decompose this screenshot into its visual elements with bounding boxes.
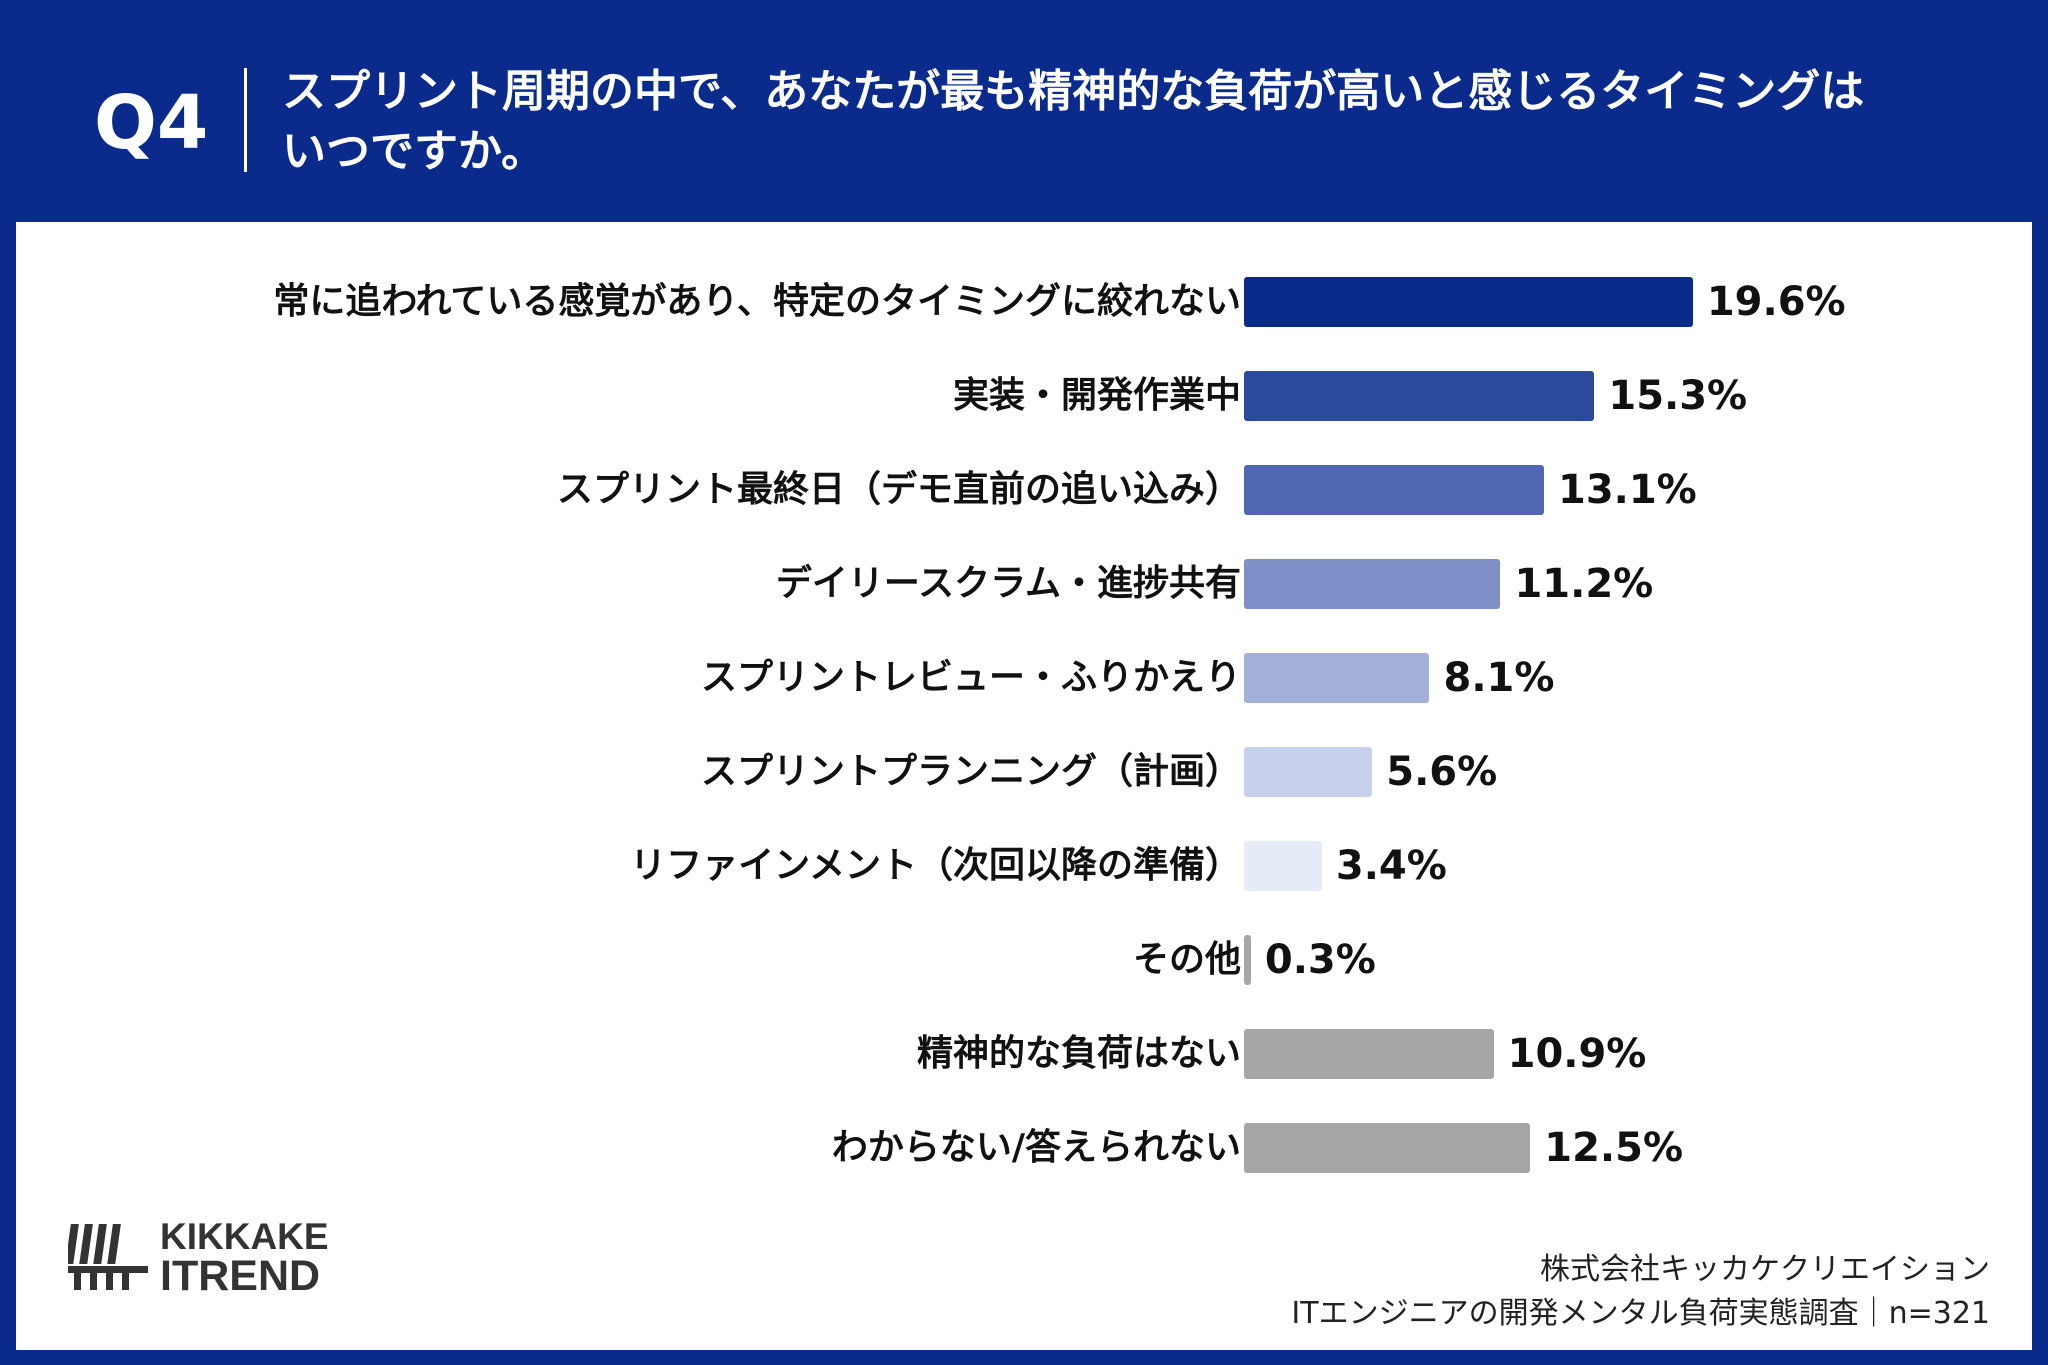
category-label: 常に追われている感覚があり、特定のタイミングに絞れない bbox=[273, 281, 1241, 322]
value-label: 5.6% bbox=[1386, 749, 1498, 795]
category-label: スプリントレビュー・ふりかえり bbox=[700, 657, 1241, 698]
footer-credit: 株式会社キッカケクリエイション ITエンジニアの開発メンタル負荷実態調査｜n=3… bbox=[1291, 1248, 1990, 1336]
footer-survey: ITエンジニアの開発メンタル負荷実態調査｜n=321 bbox=[1291, 1296, 1990, 1331]
header-divider bbox=[244, 68, 247, 172]
bar bbox=[1244, 935, 1251, 985]
bar bbox=[1244, 1123, 1531, 1173]
value-label: 11.2% bbox=[1514, 561, 1654, 607]
header: Q4 スプリント周期の中で、あなたが最も精神的な負荷が高いと感じるタイミングは … bbox=[0, 0, 2048, 222]
value-label: 10.9% bbox=[1507, 1031, 1647, 1077]
content-panel: 常に追われている感覚があり、特定のタイミングに絞れない 19.6% 実装・開発作業中… bbox=[16, 222, 2032, 1350]
logo-wordmark: KIKKAKE ITREND bbox=[160, 1216, 329, 1300]
category-label: リファインメント（次回以降の準備） bbox=[630, 845, 1241, 886]
bar bbox=[1244, 747, 1373, 797]
bar bbox=[1244, 841, 1322, 891]
bar bbox=[1244, 653, 1430, 703]
value-label: 13.1% bbox=[1557, 467, 1697, 513]
bar-chart: 常に追われている感覚があり、特定のタイミングに絞れない 19.6% 実装・開発作業中… bbox=[16, 222, 2032, 1182]
value-label: 3.4% bbox=[1335, 843, 1447, 889]
question-line-1: スプリント周期の中で、あなたが最も精神的な負荷が高いと感じるタイミングは bbox=[282, 66, 1865, 117]
value-label: 15.3% bbox=[1608, 373, 1748, 419]
category-label: 精神的な負荷はない bbox=[916, 1033, 1241, 1074]
footer-company: 株式会社キッカケクリエイション bbox=[1540, 1252, 1990, 1287]
bar bbox=[1244, 277, 1693, 327]
bar bbox=[1244, 1029, 1494, 1079]
bar bbox=[1244, 371, 1595, 421]
logo-line-1: KIKKAKE bbox=[160, 1216, 329, 1257]
category-label: デイリースクラム・進捗共有 bbox=[775, 563, 1241, 604]
bar bbox=[1244, 559, 1501, 609]
value-label: 0.3% bbox=[1264, 937, 1376, 983]
value-label: 12.5% bbox=[1544, 1125, 1684, 1171]
question-text: スプリント周期の中で、あなたが最も精神的な負荷が高いと感じるタイミングは いつで… bbox=[282, 62, 1902, 182]
question-number: Q4 bbox=[94, 80, 209, 166]
question-line-2: いつですか。 bbox=[282, 126, 546, 177]
category-label: 実装・開発作業中 bbox=[952, 375, 1241, 416]
logo-mark-icon bbox=[68, 1224, 148, 1290]
category-label: スプリント最終日（デモ直前の追い込み） bbox=[556, 469, 1241, 510]
category-label: わからない/答えられない bbox=[831, 1127, 1241, 1168]
logo-line-2: ITREND bbox=[160, 1252, 321, 1300]
value-label: 8.1% bbox=[1443, 655, 1555, 701]
bar bbox=[1244, 465, 1544, 515]
category-label: スプリントプランニング（計画） bbox=[700, 751, 1241, 792]
value-label: 19.6% bbox=[1706, 279, 1846, 325]
category-label: その他 bbox=[1132, 939, 1241, 980]
